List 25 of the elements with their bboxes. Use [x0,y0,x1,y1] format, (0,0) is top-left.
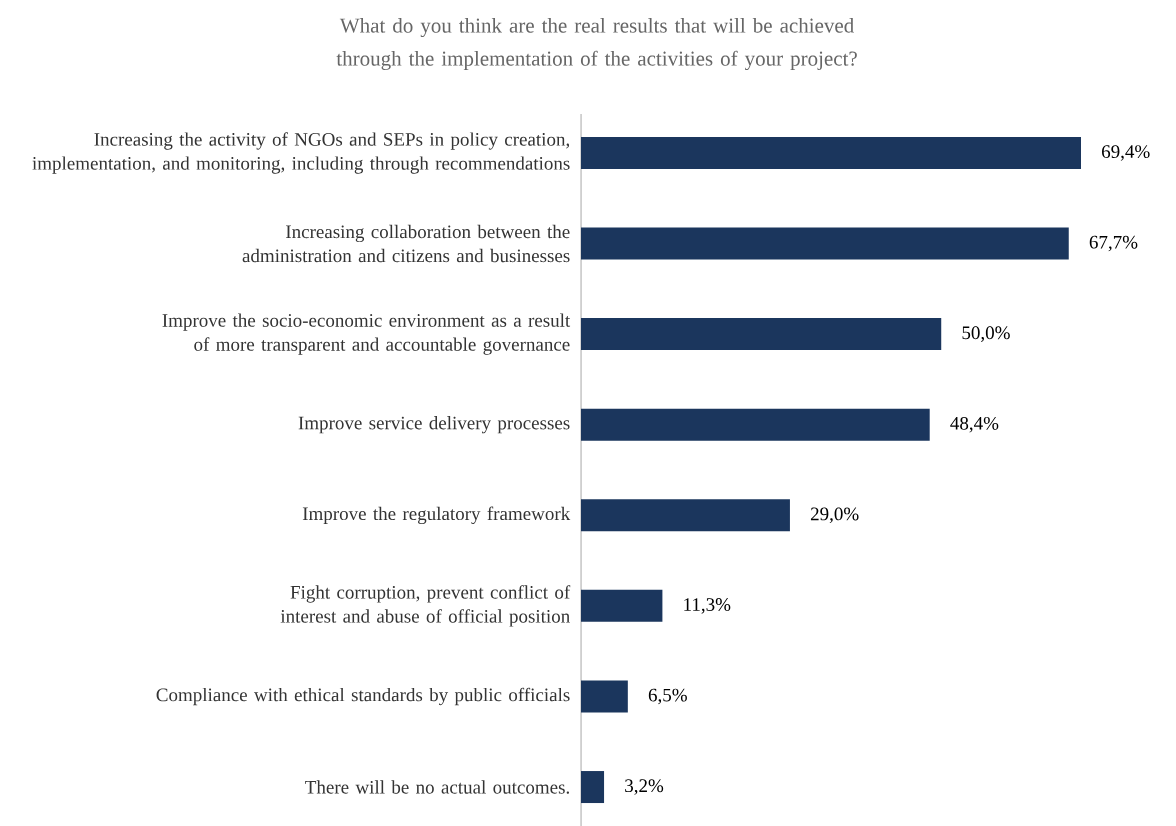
bar [581,408,930,441]
bar [581,680,628,713]
y-tick-label: Improve service delivery processes [298,416,570,434]
data-label: 29,0% [810,507,859,524]
bar [581,771,605,804]
y-tick-label: Compliance with ethical standards by public officials [156,687,570,706]
bar [581,589,663,622]
data-label: 48,4% [950,416,999,433]
data-label: 67,7% [1089,235,1138,252]
bar [581,318,942,351]
data-label: 50,0% [962,326,1010,342]
chart-title: What do you think are the real results that will be achieved through the implementation of the activities of your project? [336,17,857,71]
data-label: 3,2% [625,779,664,795]
data-label: 6,5% [648,688,687,705]
bar [581,227,1069,260]
bar [581,499,790,532]
y-tick-label: There will be no actual outcomes. [305,780,569,794]
y-tick-label: Increasing collaboration between the administration and citizens and businesses [242,224,570,263]
data-label: 11,3% [684,598,731,614]
bar [581,136,1081,169]
data-label: 69,4% [1102,145,1150,161]
y-tick-label: Improve the regulatory framework [302,506,571,525]
y-tick-label: Fight corruption, prevent conflict of interest and abuse of official position [280,585,571,627]
y-tick-label: Improve the socio-economic environment as a result of more transparent and accountable governance [162,313,571,355]
y-tick-label: Increasing the activity of NGOs and SEPs in policy creation, implementation, and monitoring, including through recommendations [32,132,570,174]
